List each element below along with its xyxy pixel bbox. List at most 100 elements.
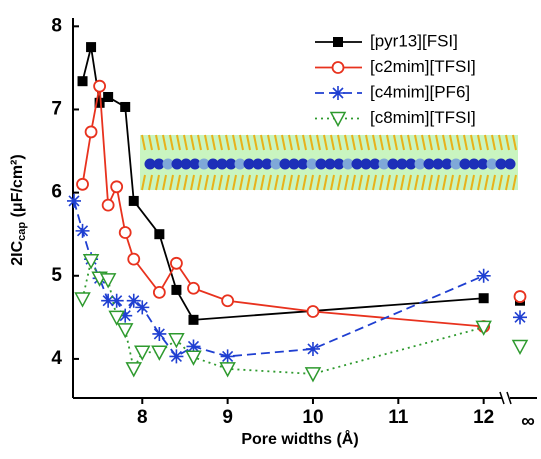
inset-spike [421, 134, 426, 151]
inset-spike [169, 174, 174, 191]
marker [86, 42, 97, 53]
inset-spike [386, 134, 391, 151]
inset-atom [288, 158, 300, 170]
y-tick-label: 6 [51, 182, 62, 203]
inset-spike [246, 174, 251, 191]
inset-spike [169, 134, 174, 151]
inset-atom [189, 158, 201, 170]
inset-spike [197, 174, 202, 191]
y-axis-label: 2ICcap (μF/cm²) [9, 154, 28, 265]
inset-atom [306, 158, 318, 170]
inset-spike [260, 174, 265, 191]
inset-spike [512, 134, 517, 151]
inset-spike [358, 174, 363, 191]
y-label-main: 2IC [9, 240, 26, 265]
marker [101, 293, 116, 308]
inset-spike [323, 174, 328, 191]
legend-label: [c2mim][TFSI] [370, 57, 476, 76]
inset-spike [435, 134, 440, 151]
inset-spike [239, 174, 244, 191]
inset-spike [246, 134, 251, 151]
series-line [73, 200, 485, 358]
marker [305, 341, 320, 356]
inset-spike [365, 134, 370, 151]
inset-spike [400, 134, 405, 151]
inset-spike [400, 174, 405, 191]
marker [77, 76, 88, 87]
inset-atom [351, 158, 363, 170]
inset-spike [148, 174, 153, 191]
y-label-rest: (μF/cm²) [9, 154, 26, 222]
inset-spike [309, 174, 314, 191]
marker [93, 79, 107, 93]
marker [118, 308, 133, 323]
marker [125, 362, 142, 378]
inset-spike [463, 134, 468, 151]
y-tick-label: 8 [51, 15, 62, 36]
marker [110, 180, 124, 194]
inset-spike [316, 174, 321, 191]
marker [103, 91, 114, 102]
marker [475, 320, 492, 336]
inset-spike [225, 174, 230, 191]
marker [169, 349, 184, 364]
inset-spike [491, 174, 496, 191]
inset-atom [378, 158, 390, 170]
inset-spike [190, 174, 195, 191]
inset-spike [323, 134, 328, 151]
marker [126, 293, 141, 308]
inset-spike [484, 174, 489, 191]
marker [513, 310, 527, 325]
inset-spike [225, 134, 230, 151]
legend-label: [c4mim][PF6] [370, 82, 470, 101]
marker [128, 195, 139, 206]
inset-spike [337, 134, 342, 151]
inset-spike [155, 134, 160, 151]
y-label-sub: cap [16, 222, 28, 241]
inset-atom [180, 158, 192, 170]
inset-spike [232, 134, 237, 151]
marker [304, 367, 322, 383]
inset-spike [302, 174, 307, 191]
inset-spike [239, 134, 244, 151]
marker [171, 284, 182, 295]
inset-spike [512, 174, 517, 191]
inset-spike [477, 134, 482, 151]
inset-spike [372, 134, 377, 151]
marker [186, 339, 201, 354]
inset-atom [225, 158, 237, 170]
x-tick-label: 8 [137, 407, 148, 428]
series-line [81, 46, 484, 321]
x-break-label: ∞ [521, 411, 535, 432]
inset-atom [243, 158, 255, 170]
inset-spike [274, 174, 279, 191]
marker [170, 256, 183, 270]
inset-spike [393, 174, 398, 191]
marker [151, 345, 168, 361]
inset-spike [358, 134, 363, 151]
inset-atom [459, 158, 471, 170]
inset-spike [197, 134, 202, 151]
inset-spike [428, 174, 433, 191]
inset-spike [407, 174, 412, 191]
marker [118, 226, 132, 239]
marker [135, 300, 150, 315]
inset-atom [144, 158, 156, 170]
inset-spike [365, 174, 370, 191]
marker [168, 333, 185, 349]
inset-spike [281, 134, 286, 151]
inset-spike [456, 134, 461, 151]
inset-atom [261, 158, 273, 170]
inset-spike [435, 174, 440, 191]
marker [75, 223, 90, 238]
inset-spike [414, 174, 419, 191]
marker [185, 350, 202, 366]
inset-spike [470, 174, 475, 191]
y-tick-label: 4 [51, 348, 62, 369]
inset-spike [442, 174, 447, 191]
x-tick-label: 9 [222, 407, 233, 428]
marker [221, 294, 235, 308]
marker [99, 273, 117, 289]
